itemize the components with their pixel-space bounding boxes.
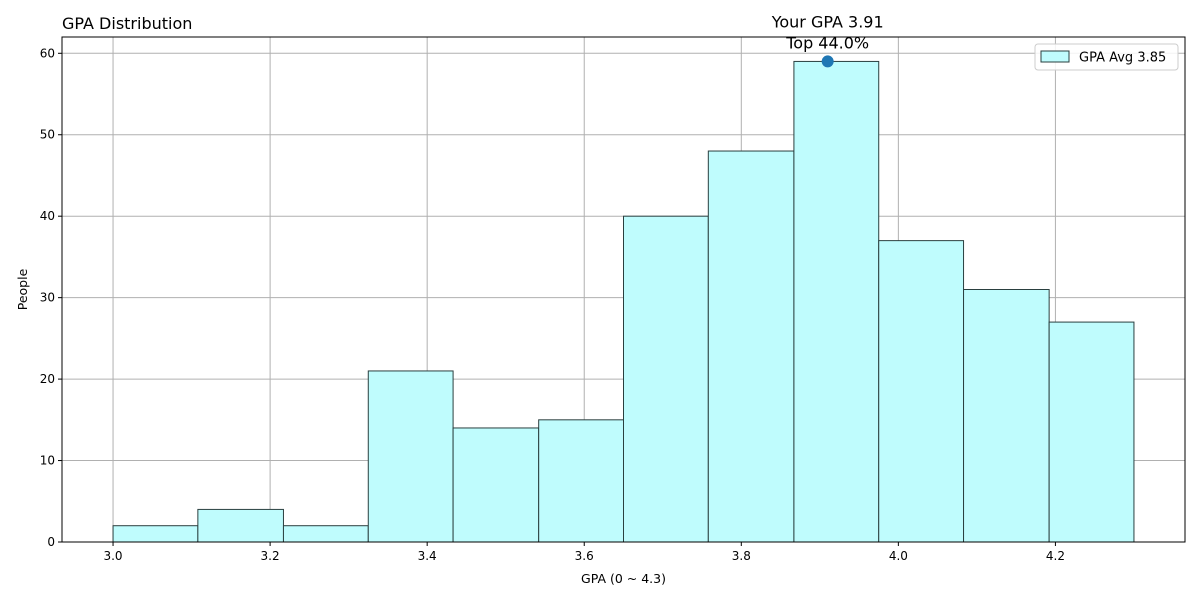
histogram-bar bbox=[197, 508, 284, 543]
histogram-bar bbox=[793, 60, 880, 543]
chart-title: GPA Distribution bbox=[62, 14, 192, 33]
your-gpa-annotation: Your GPA 3.91 bbox=[771, 12, 884, 31]
histogram-bar bbox=[878, 240, 965, 543]
histogram-bar bbox=[112, 525, 199, 543]
y-tick-label: 40 bbox=[40, 209, 55, 223]
marker-layer: Your GPA 3.91 Top 44.0% bbox=[771, 12, 884, 68]
x-tick-label: 4.2 bbox=[1046, 549, 1065, 563]
histogram-bar bbox=[707, 150, 795, 543]
y-tick-label: 20 bbox=[40, 372, 55, 386]
histogram-bar bbox=[538, 419, 625, 543]
y-tick-label: 50 bbox=[40, 128, 55, 142]
histogram-bar bbox=[282, 525, 369, 543]
x-tick-label: 4.0 bbox=[889, 549, 908, 563]
y-tick-label: 60 bbox=[40, 46, 55, 60]
plot-frame bbox=[61, 36, 1186, 543]
histogram-bar bbox=[623, 215, 709, 543]
y-tick-label: 30 bbox=[40, 291, 55, 305]
y-tick-label: 0 bbox=[47, 535, 55, 549]
your-gpa-annotation: Top 44.0% bbox=[785, 33, 869, 52]
legend-swatch bbox=[1040, 50, 1070, 63]
histogram-bar bbox=[1048, 321, 1135, 543]
ticks-layer: 3.0 3.2 3.4 3.6 3.8 4.0 4.2 0 10 20 30 40 50 60 bbox=[40, 46, 1065, 563]
histogram-bar bbox=[367, 370, 454, 543]
x-tick-label: 3.8 bbox=[732, 549, 751, 563]
your-gpa-marker bbox=[821, 55, 834, 68]
histogram-bar bbox=[452, 427, 540, 543]
histogram-bar bbox=[963, 289, 1050, 543]
x-tick-label: 3.6 bbox=[575, 549, 594, 563]
legend-label: GPA Avg 3.85 bbox=[1079, 51, 1166, 66]
bars-layer bbox=[112, 60, 1135, 543]
y-tick-label: 10 bbox=[40, 454, 55, 468]
legend: GPA Avg 3.85 bbox=[1034, 43, 1179, 71]
x-tick-label: 3.2 bbox=[261, 549, 280, 563]
x-tick-label: 3.0 bbox=[103, 549, 122, 563]
y-axis-label: People bbox=[15, 268, 30, 310]
legend-box bbox=[1034, 43, 1179, 71]
x-axis-label: GPA (0 ~ 4.3) bbox=[581, 571, 666, 586]
x-tick-label: 3.4 bbox=[418, 549, 437, 563]
